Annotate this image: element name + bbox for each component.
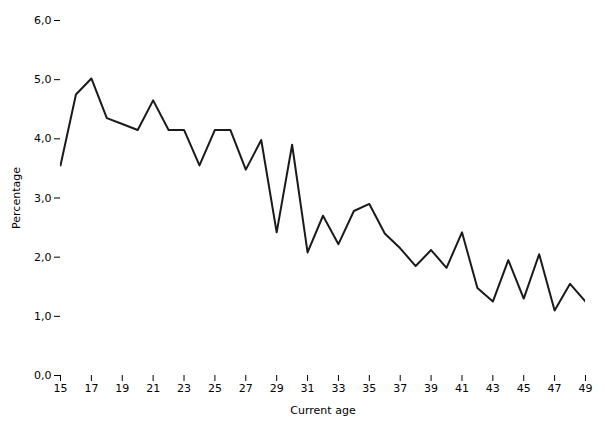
svg-text:35: 35 bbox=[362, 382, 376, 395]
svg-text:45: 45 bbox=[517, 382, 531, 395]
svg-text:3,0: 3,0 bbox=[34, 192, 52, 205]
svg-text:2,0: 2,0 bbox=[34, 251, 52, 264]
svg-text:5,0: 5,0 bbox=[34, 73, 52, 86]
svg-text:Percentage: Percentage bbox=[10, 167, 23, 229]
svg-text:Current age: Current age bbox=[290, 404, 356, 417]
svg-text:31: 31 bbox=[301, 382, 315, 395]
svg-text:0,0: 0,0 bbox=[34, 369, 52, 382]
svg-text:19: 19 bbox=[115, 382, 129, 395]
svg-text:6,0: 6,0 bbox=[34, 14, 52, 27]
svg-text:15: 15 bbox=[54, 382, 68, 395]
svg-text:37: 37 bbox=[393, 382, 407, 395]
svg-text:43: 43 bbox=[486, 382, 500, 395]
svg-text:27: 27 bbox=[239, 382, 253, 395]
svg-text:33: 33 bbox=[331, 382, 345, 395]
svg-text:21: 21 bbox=[146, 382, 160, 395]
svg-text:39: 39 bbox=[424, 382, 438, 395]
svg-text:29: 29 bbox=[270, 382, 284, 395]
svg-text:47: 47 bbox=[548, 382, 562, 395]
svg-text:49: 49 bbox=[579, 382, 593, 395]
svg-text:1,0: 1,0 bbox=[34, 310, 52, 323]
svg-text:17: 17 bbox=[84, 382, 98, 395]
svg-text:41: 41 bbox=[455, 382, 469, 395]
svg-text:23: 23 bbox=[177, 382, 191, 395]
svg-text:4,0: 4,0 bbox=[34, 132, 52, 145]
svg-text:25: 25 bbox=[208, 382, 222, 395]
